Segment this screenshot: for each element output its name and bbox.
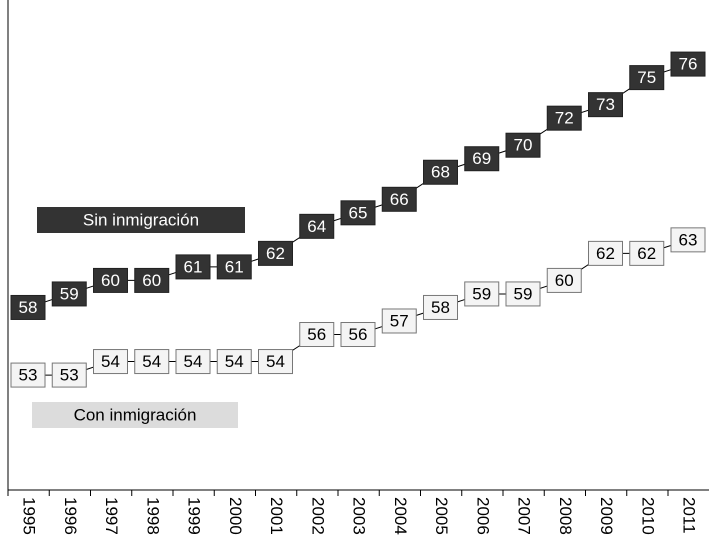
data-label: 60 — [101, 271, 120, 290]
x-tick-label: 2006 — [473, 497, 492, 535]
data-box — [258, 349, 293, 375]
data-box — [505, 281, 541, 307]
data-box — [588, 240, 623, 266]
legend-label: Con inmigración — [74, 405, 197, 424]
data-label: 64 — [307, 217, 326, 236]
data-box — [51, 281, 87, 307]
data-box — [134, 267, 170, 293]
data-box — [670, 51, 706, 77]
x-tick-label: 2003 — [350, 497, 369, 535]
data-label: 69 — [472, 149, 491, 168]
data-box — [340, 200, 376, 226]
data-box — [670, 227, 706, 253]
data-label: 53 — [19, 366, 38, 385]
data-label: 56 — [349, 325, 368, 344]
data-box — [10, 294, 46, 320]
x-tick-label: 2005 — [432, 497, 451, 535]
data-box — [629, 240, 665, 266]
data-box — [51, 362, 87, 388]
data-box — [588, 92, 623, 118]
data-box — [216, 254, 252, 280]
data-label: 54 — [225, 352, 244, 371]
x-tick-label: 1995 — [20, 497, 39, 535]
data-label: 66 — [390, 190, 409, 209]
data-box — [546, 105, 582, 131]
data-label: 59 — [60, 284, 79, 303]
data-box — [340, 322, 376, 348]
data-label: 76 — [679, 55, 698, 74]
data-box — [175, 254, 211, 280]
x-tick-label: 2010 — [638, 497, 657, 535]
data-label: 54 — [101, 352, 120, 371]
x-tick-label: 2002 — [308, 497, 327, 535]
data-box — [381, 308, 417, 334]
data-label: 68 — [431, 163, 450, 182]
data-label: 61 — [184, 257, 203, 276]
data-box — [10, 362, 46, 388]
x-tick-label: 1996 — [61, 497, 80, 535]
x-tick-label: 1999 — [185, 497, 204, 535]
data-box — [423, 294, 458, 320]
data-box — [546, 267, 582, 293]
x-tick-label: 2000 — [226, 497, 245, 535]
data-label: 60 — [142, 271, 161, 290]
data-box — [464, 146, 500, 172]
data-label: 73 — [596, 95, 615, 114]
data-label: 60 — [555, 271, 574, 290]
data-box — [381, 186, 417, 212]
data-label: 53 — [60, 366, 79, 385]
x-tick-label: 2009 — [597, 497, 616, 535]
legend-box — [32, 402, 238, 428]
data-box — [629, 65, 665, 91]
data-box — [299, 213, 335, 239]
data-label: 65 — [349, 203, 368, 222]
x-tick-label: 1997 — [102, 497, 121, 535]
data-label: 62 — [266, 244, 285, 263]
data-box — [299, 322, 335, 348]
x-tick-label: 1998 — [143, 497, 162, 535]
data-box — [134, 349, 170, 375]
x-tick-label: 2001 — [267, 497, 286, 535]
x-tick-label: 2008 — [556, 497, 575, 535]
legend-box — [37, 207, 245, 233]
data-box — [93, 349, 128, 375]
x-tick-label: 2011 — [680, 497, 699, 534]
data-label: 70 — [514, 136, 533, 155]
data-label: 58 — [431, 298, 450, 317]
data-label: 54 — [142, 352, 161, 371]
legend-label: Sin inmigración — [83, 210, 199, 229]
x-tick-label: 2004 — [391, 497, 410, 535]
data-label: 58 — [19, 298, 38, 317]
data-label: 61 — [225, 257, 244, 276]
data-box — [505, 132, 541, 158]
data-label: 63 — [679, 230, 698, 249]
data-label: 75 — [637, 68, 656, 87]
data-box — [423, 159, 458, 185]
data-label: 62 — [637, 244, 656, 263]
data-box — [464, 281, 500, 307]
data-box — [258, 240, 293, 266]
data-label: 59 — [514, 284, 533, 303]
data-label: 57 — [390, 311, 409, 330]
data-box — [93, 267, 128, 293]
data-label: 54 — [266, 352, 285, 371]
x-tick-label: 2007 — [515, 497, 534, 535]
data-label: 62 — [596, 244, 615, 263]
data-label: 54 — [184, 352, 203, 371]
data-box — [175, 349, 211, 375]
data-label: 72 — [555, 109, 574, 128]
data-label: 56 — [307, 325, 326, 344]
data-box — [216, 349, 252, 375]
data-label: 59 — [472, 284, 491, 303]
